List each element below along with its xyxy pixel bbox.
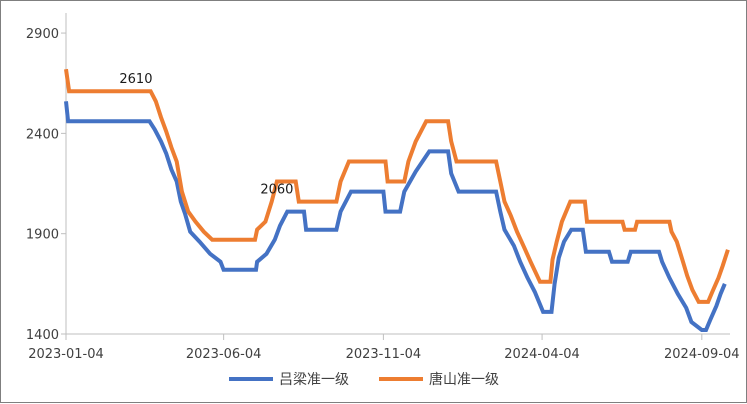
annotations: 2610 2060: [119, 72, 293, 197]
y-tick-label: 2900: [26, 27, 59, 42]
y-tick-label: 2400: [26, 127, 59, 142]
axis-labels: 1400 1900 2400 2900 2023-01-04 2023-06-04 2023…: [26, 27, 740, 362]
legend: 吕梁准一级 唐山准一级: [229, 371, 499, 388]
data-label: 2610: [119, 72, 152, 87]
axes: [61, 13, 730, 340]
y-tick-label: 1400: [26, 328, 59, 343]
x-tick-label: 2023-11-04: [346, 347, 422, 362]
x-tick-label: 2023-01-04: [28, 347, 104, 362]
data-label: 2060: [260, 183, 293, 198]
x-tick-label: 2024-09-04: [664, 347, 740, 362]
series-lines: [64, 68, 730, 332]
y-tick-label: 1900: [26, 228, 59, 243]
series-line-2: [64, 68, 730, 304]
legend-label: 唐山准一级: [429, 371, 499, 388]
series-line-1: [64, 101, 727, 332]
x-tick-label: 2024-04-04: [504, 347, 580, 362]
legend-label: 吕梁准一级: [279, 372, 349, 388]
x-tick-label: 2023-06-04: [186, 347, 262, 362]
